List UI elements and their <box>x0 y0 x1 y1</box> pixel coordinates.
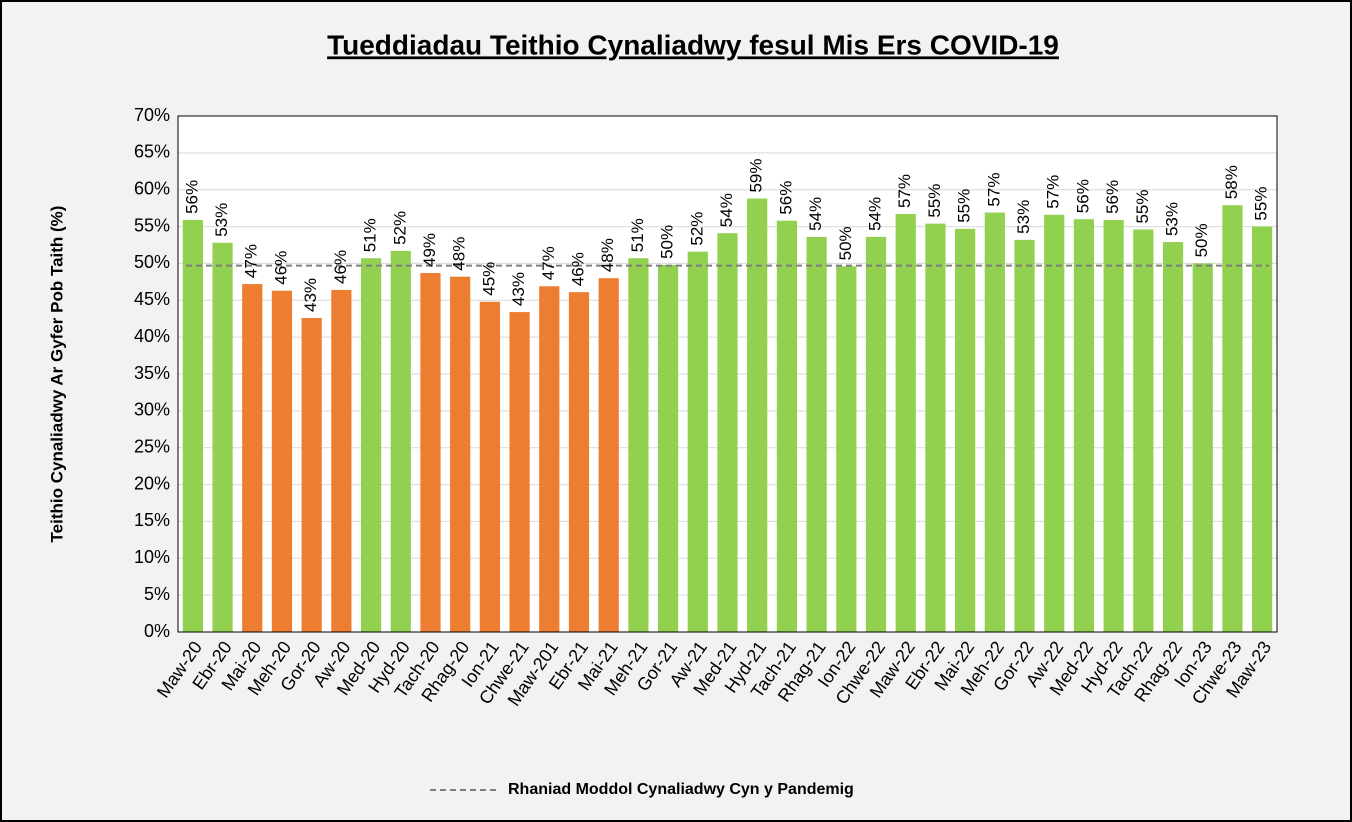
bar <box>182 219 203 633</box>
bar <box>479 301 500 632</box>
data-label: 49% <box>420 233 439 267</box>
bar <box>865 236 887 633</box>
data-label: 55% <box>1252 187 1271 221</box>
bar <box>895 214 916 633</box>
y-tick-label: 70% <box>134 105 170 125</box>
data-label: 50% <box>1192 223 1211 257</box>
y-axis-title: Teithio Cynaliadwy Ar Gyfer Pob Taith (%… <box>47 206 66 543</box>
y-tick-label: 65% <box>134 142 170 162</box>
data-label: 55% <box>925 184 944 218</box>
data-label: 55% <box>1133 189 1152 223</box>
bar <box>687 251 708 633</box>
y-tick-label: 45% <box>134 289 170 309</box>
data-label: 47% <box>242 244 261 278</box>
y-tick-label: 25% <box>134 436 170 456</box>
bar <box>836 266 857 632</box>
bar <box>509 312 530 632</box>
data-label: 57% <box>895 174 914 208</box>
bar <box>242 284 263 632</box>
data-label: 56% <box>1103 180 1122 214</box>
data-label: 54% <box>806 197 825 231</box>
bar <box>331 289 352 632</box>
bar <box>657 264 679 632</box>
bar <box>360 258 382 632</box>
bar <box>955 228 976 633</box>
bar <box>1162 242 1184 632</box>
data-label: 48% <box>598 238 617 272</box>
data-label: 54% <box>865 197 884 231</box>
bar <box>568 292 590 632</box>
data-label: 56% <box>1073 179 1092 213</box>
y-tick-label: 20% <box>134 473 170 493</box>
y-tick-label: 30% <box>134 400 170 420</box>
bar <box>1133 229 1154 632</box>
bar <box>806 236 827 633</box>
y-tick-label: 0% <box>144 621 170 641</box>
data-label: 52% <box>390 211 409 245</box>
bar <box>539 286 560 632</box>
bar <box>1073 219 1095 632</box>
bar <box>420 273 441 632</box>
data-label: 47% <box>539 246 558 280</box>
bar <box>450 276 471 632</box>
data-label: 48% <box>450 237 469 271</box>
y-tick-label: 10% <box>134 547 170 567</box>
data-label: 46% <box>271 251 290 285</box>
bar <box>1252 226 1273 633</box>
y-tick-label: 40% <box>134 326 170 346</box>
bar <box>390 250 411 632</box>
bar <box>271 290 293 632</box>
y-tick-label: 55% <box>134 215 170 235</box>
chart-title: Tueddiadau Teithio Cynaliadwy fesul Mis … <box>327 29 1059 60</box>
data-label: 57% <box>1044 175 1063 209</box>
plot-border <box>177 115 1278 633</box>
data-label: 55% <box>955 189 974 223</box>
data-label: 52% <box>687 212 706 246</box>
y-tick-label: 50% <box>134 252 170 272</box>
bar <box>212 242 233 632</box>
data-label: 53% <box>212 203 231 237</box>
data-label: 59% <box>747 159 766 193</box>
y-tick-label: 60% <box>134 178 170 198</box>
data-label: 46% <box>568 252 587 286</box>
bar <box>747 198 768 632</box>
data-label: 51% <box>628 218 647 252</box>
data-label: 43% <box>301 278 320 312</box>
data-label: 50% <box>658 225 677 259</box>
bar <box>1044 214 1065 632</box>
bar <box>925 223 946 632</box>
bar <box>628 258 649 632</box>
y-tick-label: 15% <box>134 510 170 530</box>
bar <box>1103 219 1124 633</box>
data-label: 53% <box>1163 202 1182 236</box>
y-tick-label: 5% <box>144 584 170 604</box>
bar <box>717 233 738 632</box>
bar <box>1192 263 1213 632</box>
data-label: 56% <box>182 180 201 214</box>
data-label: 51% <box>361 218 380 252</box>
bar <box>984 212 1005 632</box>
bar <box>1014 239 1035 632</box>
data-label: 50% <box>836 226 855 260</box>
data-label: 58% <box>1222 165 1241 199</box>
bar <box>598 278 619 632</box>
bars <box>177 115 1278 633</box>
y-tick-label: 35% <box>134 363 170 383</box>
data-label: 43% <box>509 272 528 306</box>
data-label: 56% <box>776 181 795 215</box>
bar <box>301 317 322 632</box>
bar <box>1222 205 1243 633</box>
data-label: 53% <box>1014 200 1033 234</box>
data-label: 54% <box>717 193 736 227</box>
bar <box>776 220 798 632</box>
data-label: 45% <box>479 262 498 296</box>
data-label: 57% <box>984 173 1003 207</box>
legend-label: Rhaniad Moddol Cynaliadwy Cyn y Pandemig <box>508 781 854 798</box>
data-label: 46% <box>331 250 350 284</box>
